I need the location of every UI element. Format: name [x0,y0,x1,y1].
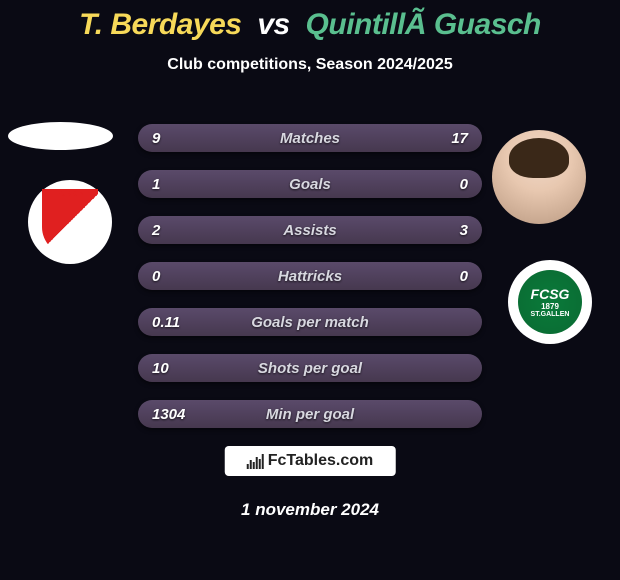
stat-value-p1: 0.11 [152,314,192,331]
player1-club-badge [28,180,112,264]
stat-value-p2: 0 [428,176,468,193]
stat-row: 9 Matches 17 [138,124,482,152]
stat-row: 1 Goals 0 [138,170,482,198]
stat-value-p2: 3 [428,222,468,239]
player1-avatar [8,122,113,150]
stat-row: 0.11 Goals per match [138,308,482,336]
club-round-icon: FCSG 1879 ST.GALLEN [518,270,582,334]
watermark-text: FcTables.com [268,452,374,470]
stat-value-p1: 10 [152,360,192,377]
title: T. Berdayes vs QuintillÃ Guasch [0,0,620,42]
club-right-city: ST.GALLEN [531,311,570,318]
stat-value-p1: 1304 [152,406,192,423]
stat-value-p1: 0 [152,268,192,285]
subtitle: Club competitions, Season 2024/2025 [0,56,620,74]
club-shield-icon [42,189,98,255]
club-right-year: 1879 [541,302,559,311]
player2-name: QuintillÃ Guasch [306,8,541,41]
stat-value-p1: 2 [152,222,192,239]
stat-value-p2: 17 [428,130,468,147]
club-right-abbr: FCSG [531,286,570,302]
stat-value-p1: 1 [152,176,192,193]
barchart-icon [247,453,264,469]
stat-value-p2: 0 [428,268,468,285]
stat-row: 0 Hattricks 0 [138,262,482,290]
stat-value-p1: 9 [152,130,192,147]
player2-avatar [492,130,586,224]
stat-row: 2 Assists 3 [138,216,482,244]
stat-row: 10 Shots per goal [138,354,482,382]
stat-row: 1304 Min per goal [138,400,482,428]
stats-list: 9 Matches 17 1 Goals 0 2 Assists 3 0 Hat… [138,124,482,446]
player1-name: T. Berdayes [79,8,241,41]
date-label: 1 november 2024 [0,500,620,520]
watermark-badge: FcTables.com [225,446,396,476]
player2-club-badge: FCSG 1879 ST.GALLEN [508,260,592,344]
comparison-card: T. Berdayes vs QuintillÃ Guasch Club com… [0,0,620,580]
vs-label: vs [257,8,289,41]
